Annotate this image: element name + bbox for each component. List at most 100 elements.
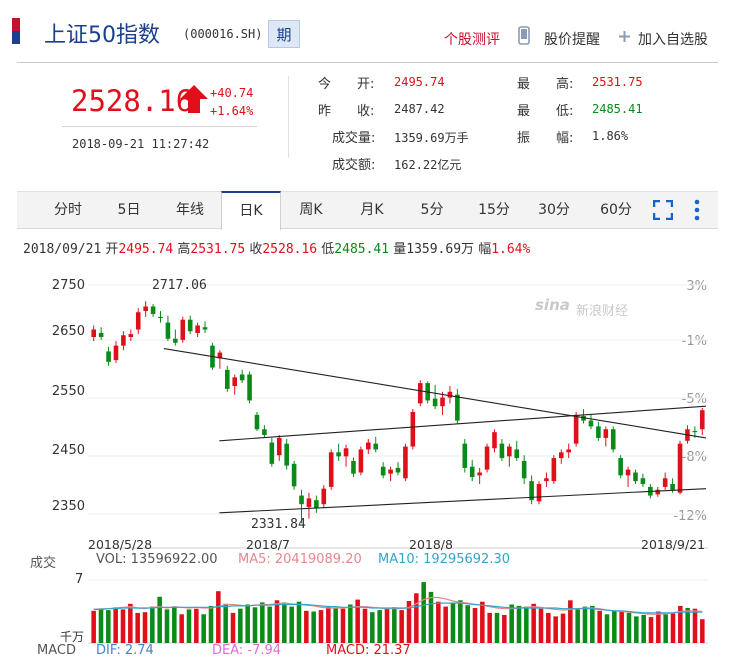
candle: [343, 444, 349, 467]
volume-value: 1359.69万手: [394, 131, 469, 145]
candle: [98, 327, 104, 340]
volume-bar: [399, 610, 404, 643]
candle: [521, 455, 527, 485]
options-button[interactable]: 期: [268, 20, 300, 48]
volume-bar: [414, 593, 419, 643]
brand-flag-icon: [12, 18, 20, 44]
candle: [299, 489, 304, 524]
volume-bar: [274, 600, 280, 643]
volume-bar: [340, 608, 346, 643]
info-low-label: 低: [321, 242, 335, 257]
candle: [677, 440, 683, 495]
prev-close-value: 2487.42: [394, 102, 445, 116]
candle: [477, 467, 482, 485]
x-label-end: 2018/9/21: [641, 537, 706, 552]
info-date: 2018/09/21: [23, 242, 102, 257]
volume-bar: [252, 607, 258, 643]
info-high-label: 高: [177, 242, 191, 257]
price-alert-link[interactable]: 股价提醒: [544, 32, 600, 48]
candle: [514, 440, 520, 461]
tab-weekly-k[interactable]: 周K: [299, 202, 323, 218]
volume-panel-label: 成交: [30, 556, 57, 571]
y-tick-2350: 2350: [51, 499, 85, 514]
volume-bar: [678, 605, 683, 643]
page-title: 上证50指数: [44, 23, 160, 48]
high-value: 2531.75: [592, 75, 643, 89]
phone-icon: [518, 26, 530, 45]
volume-bar: [421, 582, 426, 643]
candle: [403, 443, 408, 482]
candle: [588, 414, 594, 430]
tab-30min[interactable]: 30分: [538, 202, 570, 218]
volume-bar: [348, 604, 353, 643]
candle: [536, 481, 542, 505]
candle: [358, 446, 364, 476]
volume-bar: [362, 608, 368, 643]
x-label-aug: 2018/8: [409, 537, 453, 552]
candle: [247, 371, 252, 404]
volume-bar: [142, 612, 148, 643]
pct-tick-neg1: -1%: [681, 334, 707, 349]
candle: [388, 466, 393, 482]
volume-bar: [604, 614, 610, 643]
volume-bar: [626, 612, 632, 643]
candle: [492, 429, 497, 453]
fullscreen-icon[interactable]: [653, 200, 673, 220]
low-annotation: 2331.84: [251, 517, 306, 532]
y-tick-2650: 2650: [51, 324, 85, 339]
y-tick-2750: 2750: [51, 278, 85, 293]
tab-5day[interactable]: 5日: [117, 202, 141, 218]
volume-bar: [245, 604, 250, 643]
volume-bar: [656, 611, 661, 643]
volume-bar: [318, 610, 324, 643]
volume-bar: [304, 610, 309, 643]
volume-bar: [377, 610, 382, 643]
tab-daily-k[interactable]: 日K: [221, 191, 281, 230]
volume-bar: [172, 606, 177, 643]
volume-bar: [150, 606, 155, 643]
candle: [150, 304, 156, 317]
stock-test-link[interactable]: 个股测评: [444, 32, 500, 48]
tab-5min[interactable]: 5分: [420, 202, 444, 218]
candle: [366, 439, 371, 455]
candle: [529, 475, 534, 505]
high-annotation: 2717.06: [152, 278, 207, 293]
volume-bar: [612, 610, 617, 643]
info-open: 2495.74: [118, 242, 174, 257]
volume-bar: [355, 599, 360, 643]
y-tick-2550: 2550: [51, 384, 85, 399]
candle: [351, 457, 356, 478]
trendline: [219, 488, 707, 514]
candle: [187, 315, 193, 335]
tab-year[interactable]: 年线: [176, 202, 204, 218]
prev-close-label: 昨 收:: [318, 104, 375, 119]
info-amp: 1.64%: [491, 242, 531, 257]
candle: [544, 472, 549, 487]
volume-bar: [428, 591, 434, 643]
candle: [440, 391, 445, 415]
volume-bar: [128, 603, 133, 643]
candle: [655, 486, 661, 497]
tab-monthly-k[interactable]: 月K: [360, 202, 384, 218]
tab-60min[interactable]: 60分: [600, 202, 632, 218]
candle: [484, 443, 490, 473]
volume-bar: [619, 610, 624, 643]
candle: [410, 409, 416, 450]
tab-minute[interactable]: 分时: [54, 202, 82, 218]
current-price: 2528.16: [71, 84, 194, 118]
volume-bar: [186, 609, 192, 643]
candle: [432, 384, 438, 410]
candle: [232, 374, 238, 395]
more-menu-icon[interactable]: [694, 199, 700, 221]
pct-tick-neg12: -12%: [673, 509, 707, 524]
volume-bar: [502, 615, 507, 643]
add-watchlist-link[interactable]: 加入自选股: [638, 32, 708, 48]
candle: [254, 411, 260, 431]
vol-ma5: MA5: 20419089.20: [238, 552, 362, 567]
volume-bar: [560, 613, 566, 643]
candle: [91, 325, 97, 342]
volume-ma5-line: [93, 596, 703, 615]
volume-bar: [663, 614, 668, 643]
tab-15min[interactable]: 15分: [478, 202, 510, 218]
y-tick-2450: 2450: [51, 443, 85, 458]
